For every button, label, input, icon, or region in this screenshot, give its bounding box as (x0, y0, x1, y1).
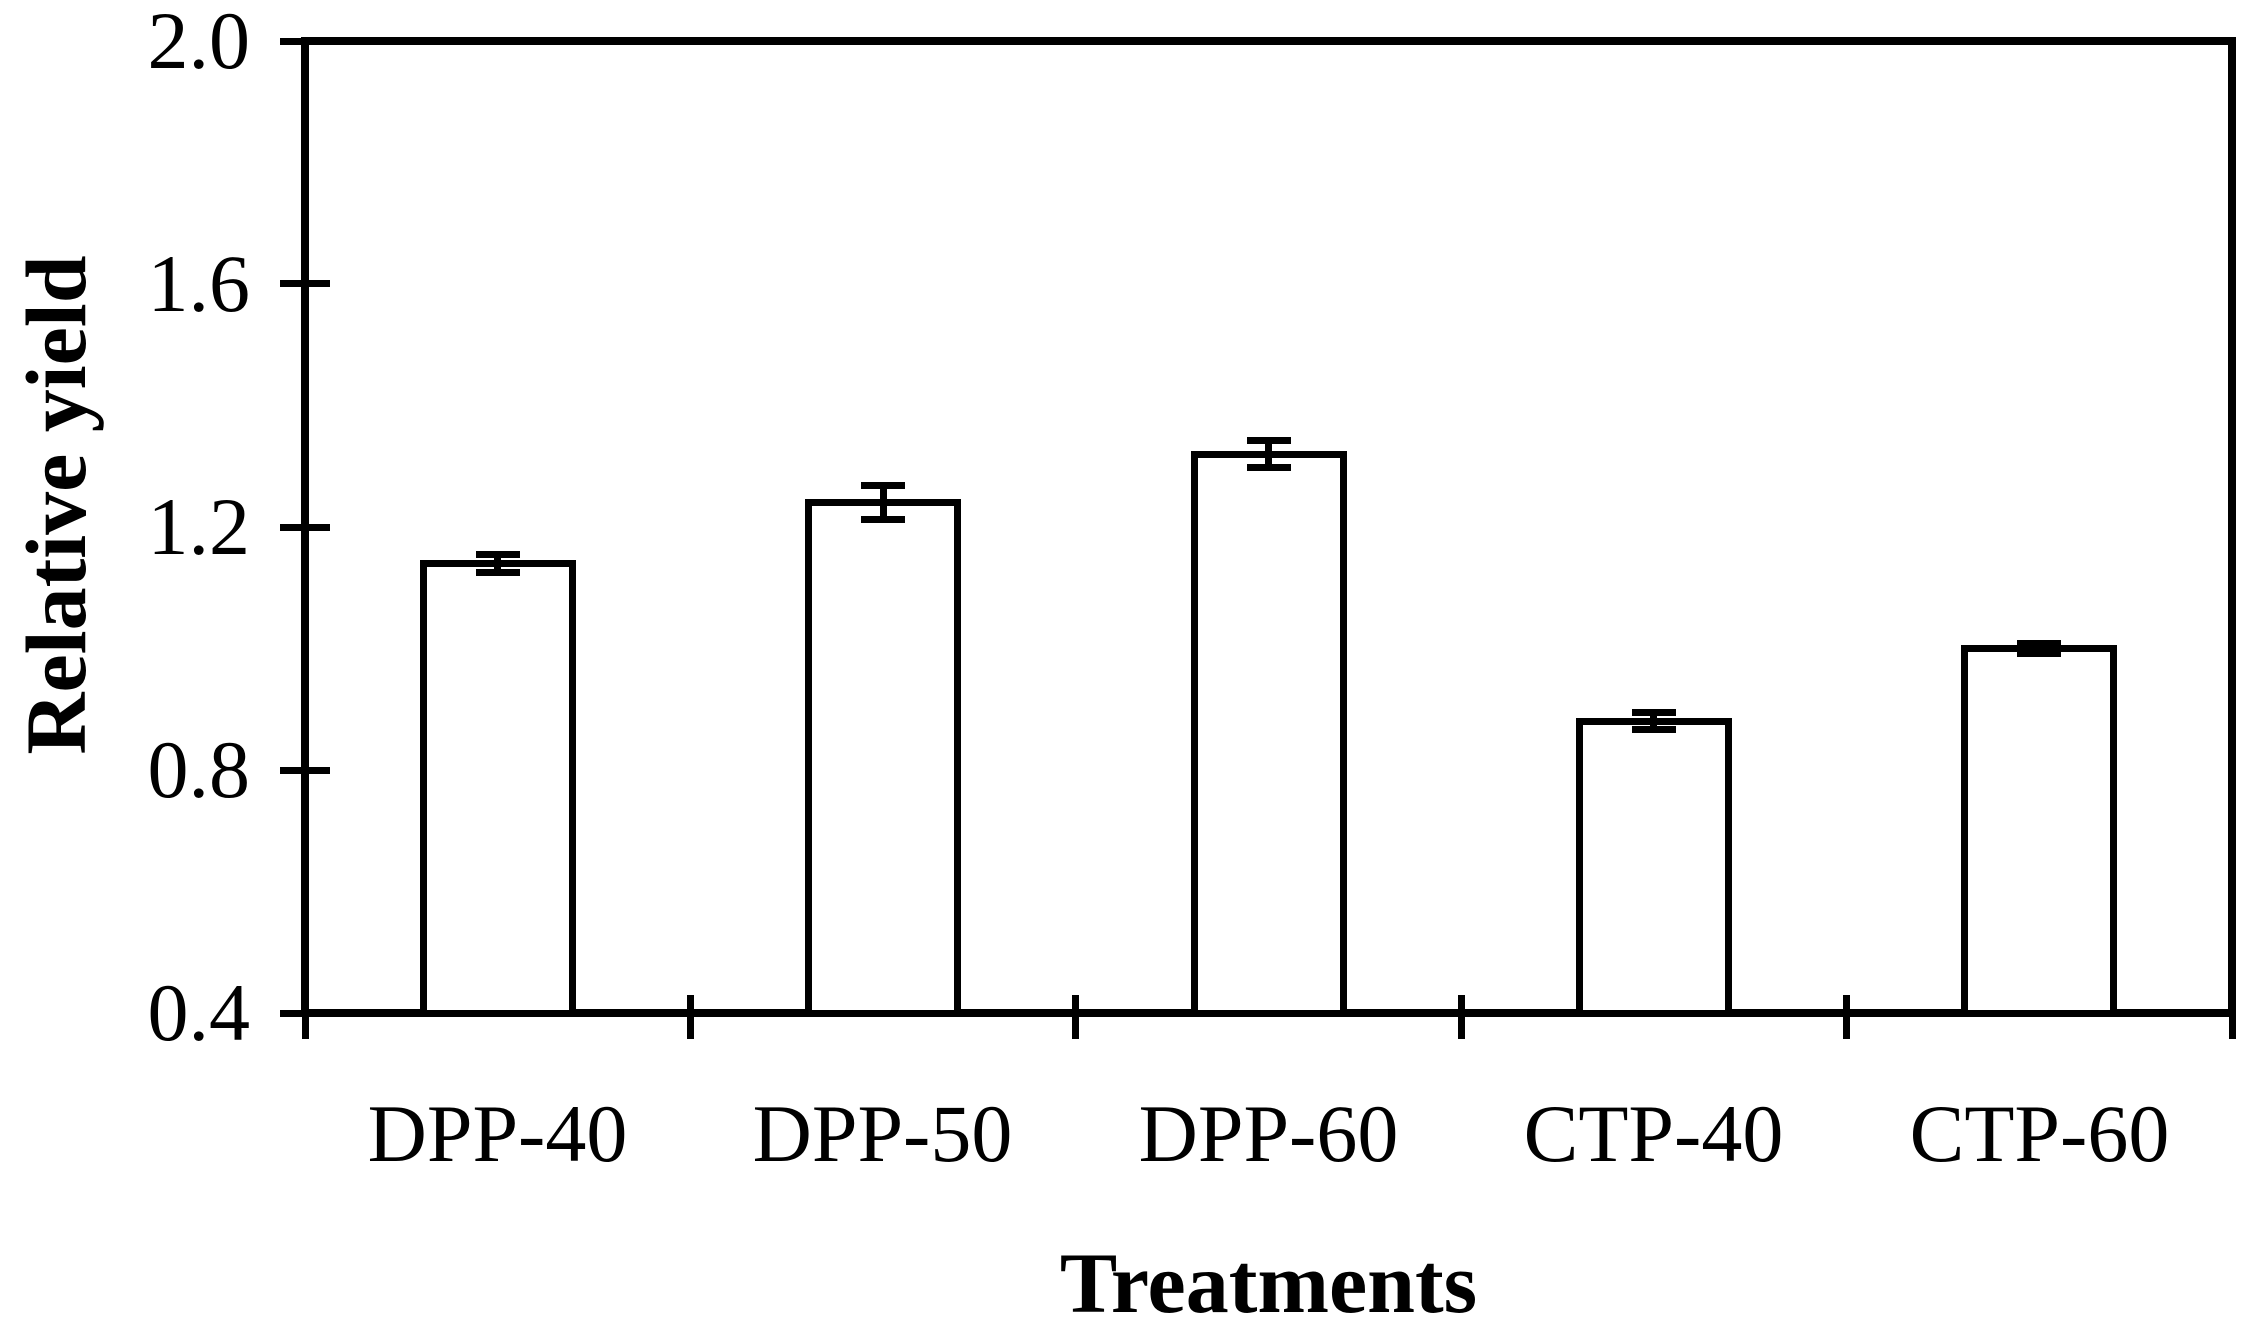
error-bar-cap (2017, 650, 2061, 657)
category-label: DPP-60 (1138, 1088, 1399, 1179)
category-label: DPP-40 (367, 1088, 628, 1179)
category-label: DPP-50 (752, 1088, 1013, 1179)
y-tick (280, 767, 330, 774)
bar (420, 560, 576, 1017)
x-tick (2229, 995, 2236, 1039)
error-bar-cap (476, 551, 520, 558)
error-bar-line (880, 486, 887, 520)
bar (1191, 451, 1347, 1017)
error-bar-line (2036, 643, 2043, 654)
y-tick-label: 1.6 (147, 238, 251, 329)
error-bar-line (1265, 441, 1272, 468)
x-tick (1843, 995, 1850, 1039)
x-tick (1458, 995, 1465, 1039)
y-tick (280, 524, 330, 531)
error-bar-cap (2017, 640, 2061, 647)
y-tick-label: 1.2 (147, 481, 251, 572)
x-axis-title: Treatments (1059, 1235, 1478, 1331)
error-bar-line (1650, 713, 1657, 730)
category-label: CTP-60 (1909, 1088, 2170, 1179)
error-bar-cap (1247, 464, 1291, 471)
y-tick-label: 0.8 (147, 724, 251, 815)
error-bar-line (494, 554, 501, 572)
error-bar-cap (1632, 709, 1676, 716)
error-bar-cap (476, 569, 520, 576)
y-tick (280, 38, 330, 45)
error-bar-cap (1247, 437, 1291, 444)
bar (1576, 718, 1732, 1017)
bar (1961, 645, 2117, 1017)
y-axis-title: Relative yield (8, 255, 104, 755)
y-tick-label: 2.0 (147, 0, 251, 86)
error-bar-cap (861, 516, 905, 523)
error-bar-cap (861, 482, 905, 489)
y-tick-label: 0.4 (147, 967, 251, 1058)
x-tick (687, 995, 694, 1039)
bar (805, 499, 961, 1017)
category-label: CTP-40 (1523, 1088, 1784, 1179)
error-bar-cap (1632, 726, 1676, 733)
y-tick (280, 280, 330, 287)
x-tick (302, 995, 309, 1039)
x-tick (1072, 995, 1079, 1039)
